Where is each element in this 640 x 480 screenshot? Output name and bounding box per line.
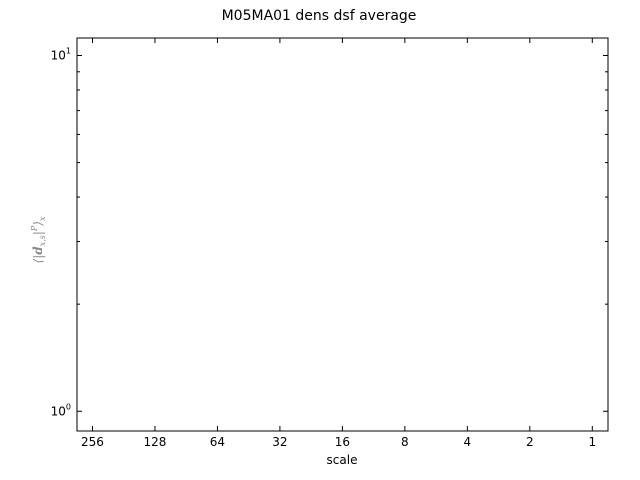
chart-title: M05MA01 dens dsf average — [222, 8, 417, 24]
x-tick-label: 32 — [272, 435, 287, 449]
x-axis-label: scale — [327, 453, 358, 467]
y-tick-label: 101 — [51, 47, 71, 63]
x-tick-label: 8 — [401, 435, 409, 449]
x-tick-label: 2 — [526, 435, 534, 449]
x-tick-label: 64 — [210, 435, 225, 449]
x-tick-label: 256 — [81, 435, 104, 449]
y-axis-ticks: 100 101 — [51, 47, 608, 418]
x-tick-label: 128 — [144, 435, 167, 449]
y-tick-label: 100 — [51, 402, 71, 418]
plot-frame — [76, 37, 609, 432]
x-tick-label: 16 — [335, 435, 350, 449]
y-axis-label: ⟨|dx,s|P⟩x — [30, 216, 47, 263]
x-axis-ticks: 256 128 64 32 16 8 4 2 1 — [81, 38, 596, 449]
x-tick-label: 4 — [464, 435, 472, 449]
x-tick-label: 1 — [588, 435, 596, 449]
